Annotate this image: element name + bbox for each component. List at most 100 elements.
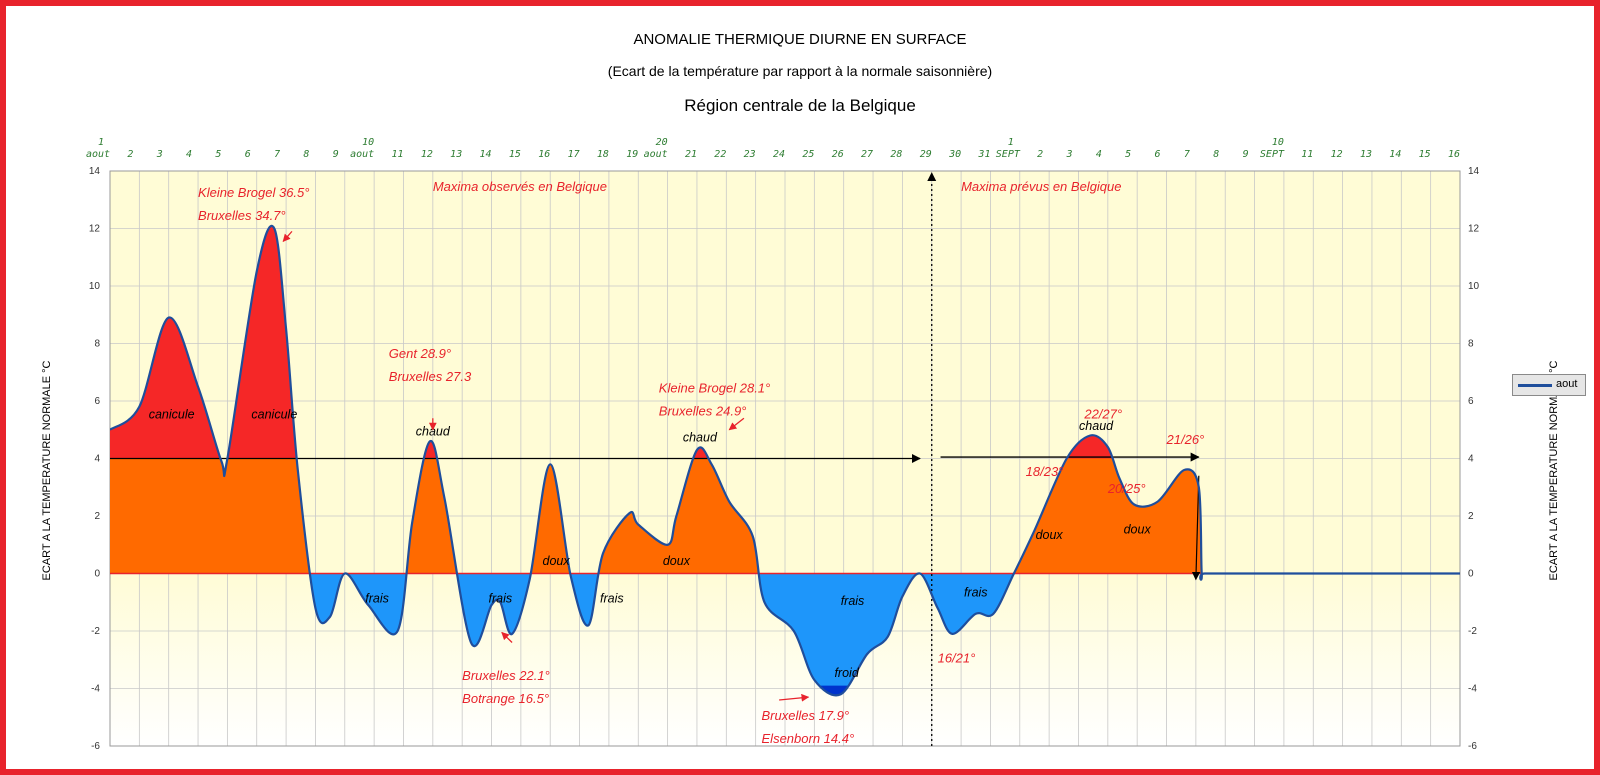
x-tick-label: 24 [773,149,785,160]
y-tick-label-right: 8 [1468,339,1474,350]
chart-subtitle: (Ecart de la température par rapport à l… [607,63,993,79]
y-axis-label-left: ECART A LA TEMPERATURE NORMALE °C [41,360,53,580]
y-tick-label-left: 8 [94,339,100,350]
cool-area [110,573,1460,696]
x-tick-label: aout [644,149,668,160]
x-tick-label: 5 [1125,149,1131,160]
category-label: froid [834,666,859,680]
x-tick-label: 16 [538,149,550,160]
x-tick-label: 25 [802,149,814,160]
annotation-text: Bruxelles 34.7° [198,208,286,223]
y-tick-label-left: -6 [91,741,100,752]
y-tick-label-left: 6 [94,396,100,407]
x-tick-label: 12 [421,149,433,160]
series-line-aout [110,224,1460,697]
y-tick-label-right: -6 [1468,741,1477,752]
annotation-text: Gent 28.9° [389,346,451,361]
annotation-text: Maxima prévus en Belgique [961,179,1121,194]
category-label: doux [1036,528,1064,542]
x-tick-label: 7 [1184,149,1190,160]
x-tick-label: 22 [714,149,726,160]
x-tick-label: 17 [568,149,580,160]
x-tick-label: 19 [626,149,638,160]
x-tick-label: 31 [977,149,990,160]
x-tick-label: 3 [156,149,163,160]
x-tick-label: 7 [274,149,280,160]
category-label: doux [1124,522,1152,536]
annotation-text: Bruxelles 24.9° [659,403,747,418]
x-tick-label: 14 [1389,149,1401,160]
category-label: canicule [251,407,297,421]
x-tick-label: 5 [215,149,221,160]
x-tick-label: 2 [1037,149,1043,160]
x-tick-label: 11 [391,149,403,160]
category-label: canicule [149,407,195,421]
x-tick-label-top: 10 [1272,137,1284,148]
annotation-text: Botrange 16.5° [462,691,549,706]
x-tick-label: 29 [920,149,932,160]
annotation-text: Elsenborn 14.4° [762,731,855,746]
annotation-text: 22/27° [1083,406,1122,421]
category-label: doux [543,554,571,568]
category-label: chaud [683,430,718,444]
x-tick-label: 11 [1301,149,1313,160]
y-tick-label-left: 12 [89,224,101,235]
y-tick-label-right: -4 [1468,684,1477,695]
y-tick-label-right: 10 [1468,281,1480,292]
y-tick-label-left: 0 [94,569,100,580]
legend-line-swatch [1518,384,1552,387]
x-tick-label: 4 [186,149,192,160]
x-tick-label-top: 1 [1008,137,1014,148]
category-label: chaud [416,425,451,439]
annotation-text: Bruxelles 27.3 [389,369,472,384]
y-tick-label-left: -2 [91,626,100,637]
x-tick-label: 3 [1065,149,1072,160]
x-tick-label: 26 [832,149,844,160]
x-tick-label: 6 [245,149,251,160]
y-axis-label-right: ECART A LA TEMPERATURE NORMALE °C [1548,360,1560,580]
category-label: frais [489,591,513,605]
annotation-arrow [282,230,293,243]
annotation-arrow [501,631,513,643]
x-tick-label: 21 [685,149,697,160]
x-tick-label: 12 [1331,149,1343,160]
x-tick-label-top: 20 [656,137,668,148]
y-tick-label-left: 10 [89,281,101,292]
x-tick-label: 15 [509,149,521,160]
x-tick-label: 28 [890,149,902,160]
category-label: frais [600,591,624,605]
annotation-text: Kleine Brogel 36.5° [198,185,309,200]
x-tick-label: 13 [450,149,462,160]
y-tick-label-left: -4 [91,684,100,695]
annotation-text: Bruxelles 17.9° [762,708,850,723]
x-tick-label: SEPT [996,149,1021,160]
category-label: frais [365,591,389,605]
y-tick-label-left: 2 [94,511,100,522]
x-tick-label: 14 [480,149,492,160]
x-tick-label: 23 [744,149,756,160]
y-tick-label-right: 12 [1468,224,1480,235]
category-label: frais [841,594,865,608]
y-tick-label-right: 0 [1468,569,1474,580]
x-tick-label: 2 [127,149,133,160]
x-tick-label: 8 [303,149,309,160]
x-tick-label-top: 1 [98,137,104,148]
x-tick-label: 30 [948,149,961,160]
annotation-text: Kleine Brogel 28.1° [659,380,770,395]
heatwave-area [110,225,1113,459]
annotation-text: 21/26° [1166,432,1205,447]
x-tick-label: SEPT [1260,149,1285,160]
category-label: frais [964,586,988,600]
x-tick-label: 18 [597,149,609,160]
y-tick-label-right: 4 [1468,454,1474,465]
x-tick-label: 4 [1096,149,1102,160]
legend-label: aout [1556,378,1578,390]
annotation-text: 18/23° [1026,464,1064,479]
x-tick-label: 8 [1213,149,1219,160]
annotation-text: 20/25° [1107,481,1146,496]
annotation-arrow [779,693,810,702]
y-tick-label-left: 4 [94,454,100,465]
x-tick-label: 9 [1243,149,1249,160]
